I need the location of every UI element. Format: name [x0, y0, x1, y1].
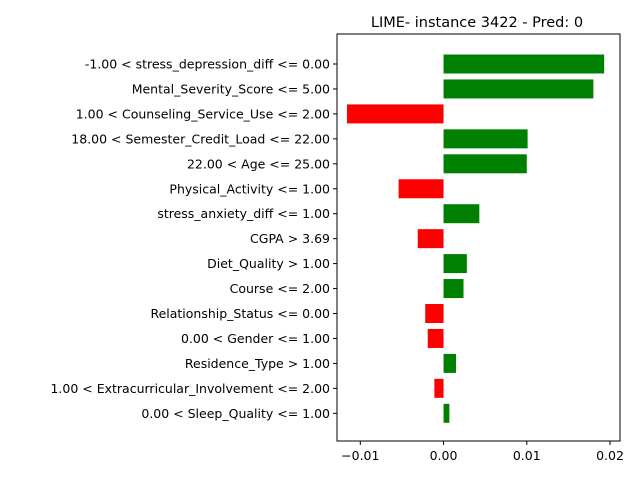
- category-label-14: 0.00 < Sleep_Quality <= 1.00: [141, 406, 330, 421]
- bar-9: [443, 279, 464, 299]
- category-label-12: Residence_Type > 1.00: [185, 356, 330, 371]
- category-label-5: Physical_Activity <= 1.00: [169, 181, 330, 196]
- category-label-6: stress_anxiety_diff <= 1.00: [157, 206, 330, 221]
- bar-12: [443, 353, 457, 373]
- category-labels: -1.00 < stress_depression_diff <= 0.00 Me…: [50, 57, 337, 421]
- bar-3: [443, 129, 528, 149]
- category-label-9: Course <= 2.00: [230, 281, 330, 296]
- bar-13: [434, 378, 444, 398]
- axes: [336, 33, 621, 442]
- bar-5: [398, 179, 444, 199]
- bar-0: [443, 54, 605, 74]
- bar-6: [443, 204, 480, 224]
- x-tick-label-0: −0.01: [341, 448, 379, 463]
- category-label-4: 22.00 < Age <= 25.00: [187, 156, 330, 171]
- category-label-2: 1.00 < Counseling_Service_Use <= 2.00: [76, 106, 330, 121]
- bar-2: [346, 104, 444, 124]
- x-tick-label-3: 0.02: [596, 448, 624, 463]
- category-label-3: 18.00 < Semester_Credit_Load <= 22.00: [71, 131, 330, 146]
- x-tick-label-1: 0.00: [430, 448, 458, 463]
- category-label-11: 0.00 < Gender <= 1.00: [181, 331, 330, 346]
- bar-7: [417, 229, 444, 249]
- plot-frame: [336, 33, 621, 442]
- category-label-0: -1.00 < stress_depression_diff <= 0.00: [85, 57, 330, 72]
- category-label-8: Diet_Quality > 1.00: [207, 256, 330, 271]
- bar-10: [425, 304, 444, 323]
- category-label-7: CGPA > 3.69: [250, 231, 330, 246]
- x-tick-label-2: 0.01: [513, 448, 541, 463]
- chart-title: LIME- instance 3422 - Pred: 0: [371, 15, 583, 31]
- bar-1: [443, 79, 594, 99]
- category-label-13: 1.00 < Extracurricular_Involvement <= 2.…: [50, 381, 330, 396]
- bar-11: [427, 328, 444, 348]
- bar-14: [443, 403, 450, 423]
- bar-4: [443, 154, 527, 174]
- bar-8: [443, 254, 467, 274]
- x-axis-ticks: −0.01 0.00 0.01 0.02: [341, 441, 624, 463]
- category-label-10: Relationship_Status <= 0.00: [150, 306, 330, 321]
- bars-layer: [346, 54, 605, 423]
- category-label-1: Mental_Severity_Score <= 5.00: [132, 81, 330, 96]
